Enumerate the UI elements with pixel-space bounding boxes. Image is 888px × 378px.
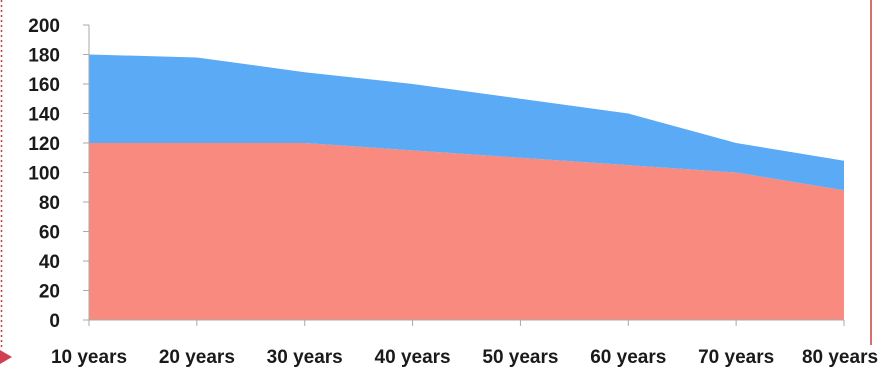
y-tick-label: 60 [39,223,60,244]
x-tick-label: 10 years [51,347,127,368]
x-tick-label: 80 years [802,347,878,368]
y-tick-label: 40 [39,252,60,273]
arrow-marker-icon [0,350,12,364]
y-tick-label: 20 [39,282,60,303]
y-tick-label: 140 [28,105,60,126]
y-tick-label: 160 [28,75,60,96]
y-tick-label: 200 [28,16,60,37]
x-tick-label: 20 years [159,347,235,368]
y-axis-ticks: 0 20 40 60 80 100 120 140 160 180 200 [28,16,89,332]
area-series-2 [89,54,844,191]
x-tick-label: 40 years [375,347,451,368]
y-tick-label: 180 [28,46,60,67]
chart-areas [89,54,844,320]
x-tick-label: 60 years [590,347,666,368]
y-tick-label: 100 [28,164,60,185]
y-tick-label: 80 [39,193,60,214]
x-tick-label: 70 years [698,347,774,368]
area-series-1 [89,143,844,320]
x-axis-ticks: 10 years 20 years 30 years 40 years 50 years… [51,320,878,368]
x-tick-label: 50 years [482,347,558,368]
x-tick-label: 30 years [267,347,343,368]
y-tick-label: 0 [49,311,60,332]
chart-frame [0,0,872,364]
y-tick-label: 120 [28,134,60,155]
